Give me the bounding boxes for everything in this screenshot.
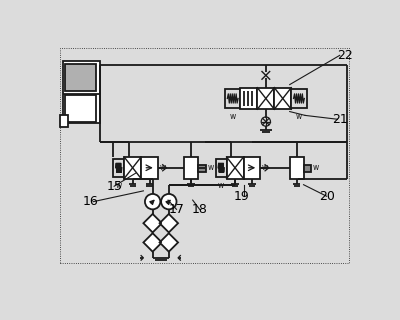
Bar [244,157,260,179]
Bar [60,48,349,263]
Text: 18: 18 [192,203,208,216]
Text: 21: 21 [332,113,348,126]
Text: w: w [230,112,236,121]
Bar [184,157,198,179]
Text: 15: 15 [106,180,122,193]
Text: w: w [160,163,166,172]
Bar [257,88,274,109]
Bar [304,165,311,172]
Text: w: w [262,163,268,172]
Bar [62,61,100,123]
Bar [226,157,244,179]
Text: w: w [218,181,224,190]
Bar [113,158,124,177]
Polygon shape [144,214,162,232]
Text: 17: 17 [168,203,184,216]
Polygon shape [160,233,178,252]
Circle shape [161,194,176,209]
Bar [291,89,307,108]
Text: w: w [313,163,319,172]
Polygon shape [144,233,162,252]
Text: 22: 22 [337,49,353,62]
Bar [225,89,240,108]
Bar [124,157,141,179]
Bar [290,157,304,179]
Text: 20: 20 [319,190,334,203]
Bar [198,165,206,172]
Polygon shape [160,214,178,232]
Bar [240,88,257,109]
Text: w: w [207,163,214,172]
Bar [65,64,96,91]
Text: w: w [116,181,122,190]
Text: 19: 19 [234,190,250,203]
Bar [141,157,158,179]
Bar [60,116,68,127]
Text: 16: 16 [83,195,99,208]
Bar [65,95,96,122]
Circle shape [145,194,160,209]
Text: w: w [296,112,302,121]
Bar [274,88,291,109]
Bar [216,158,226,177]
